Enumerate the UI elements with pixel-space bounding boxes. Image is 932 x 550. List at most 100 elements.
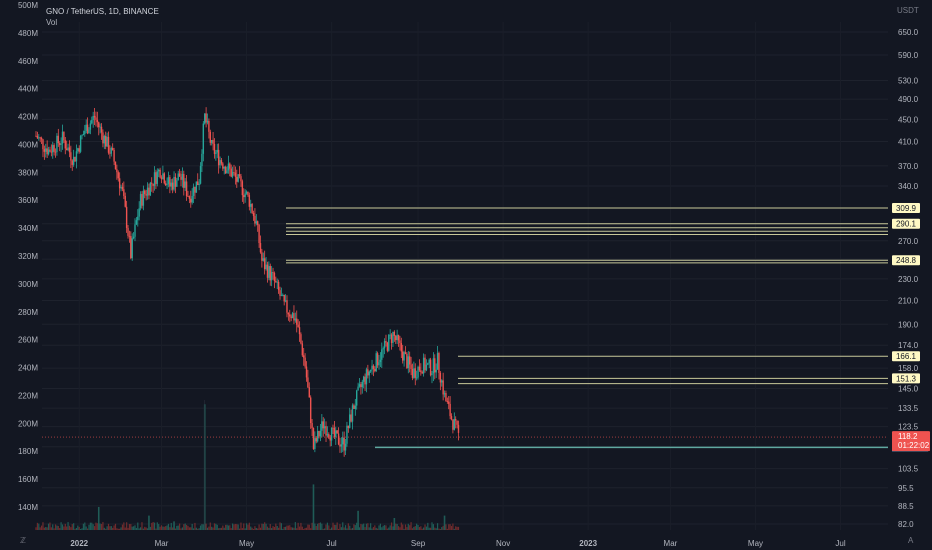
volume-bar [396,523,398,530]
candle-body [315,438,317,442]
candle-body [383,341,386,349]
time-tick-label: Nov [496,539,510,548]
candle-body [286,300,288,313]
candle-body [65,148,68,151]
candle-body [194,186,196,193]
volume-tick-label: 380M [18,168,38,177]
candle-body [304,357,306,367]
candle-body [354,405,357,409]
candle-body [227,163,230,171]
volume-bar [68,525,71,530]
candle-body [166,184,168,186]
volume-bar [52,524,54,530]
volume-indicator-label[interactable]: Vol [46,18,58,27]
volume-bar [208,526,210,530]
candle-body [141,194,143,206]
symbol-title[interactable]: GNO / TetherUS, 1D, BINANCE [46,7,159,16]
candle-body [59,143,61,145]
volume-bar [314,523,316,530]
volume-bar [176,525,178,530]
candle-body [255,221,258,224]
candle-body [185,181,188,197]
volume-bar [80,528,82,530]
volume-tick-label: 400M [18,140,38,149]
candle-body [446,401,449,402]
candle-body [192,186,195,196]
volume-bar [192,528,195,530]
volume-bar [160,525,163,530]
z-icon[interactable]: ℤ [20,536,26,545]
candle-body [450,416,453,420]
price-tick-label: 190.0 [898,320,919,329]
volume-bar [36,522,38,530]
volume-bar [103,527,105,530]
volume-bar [375,527,377,530]
volume-bar [372,527,375,530]
volume-bar [361,524,363,530]
candle-body [269,266,271,281]
time-tick-label: Sep [411,539,426,548]
price-tick-label: 123.5 [898,423,919,432]
candle-body [261,252,263,261]
volume-bar [442,525,444,530]
candle-body [98,122,100,128]
candle-body [441,380,443,383]
volume-bar [332,522,334,530]
candle-body [93,115,96,118]
volume-spike-bar [148,515,150,530]
candle-body [448,401,450,404]
volume-bar [120,527,122,530]
volume-bar [400,522,402,530]
volume-bar [311,522,313,530]
candle-body [195,181,198,193]
candle-body [266,264,269,278]
candle-body [326,434,329,436]
volume-bar [121,524,124,530]
volume-bar [174,528,177,530]
volume-bar [368,527,370,530]
candle-body [296,318,298,325]
volume-bar [99,523,101,530]
volume-bar [195,527,197,530]
volume-bar [388,527,390,530]
volume-bar [287,525,289,530]
candle-body [280,295,283,297]
candle-body [204,113,206,124]
volume-bar [236,524,238,530]
candle-body [277,281,280,291]
time-tick-label: 2022 [70,539,88,548]
volume-bar [117,528,119,530]
candle-body [351,405,354,422]
volume-bar [84,522,86,530]
candle-body [343,437,345,451]
volume-bar [413,526,415,530]
candle-body [293,313,295,321]
candle-body [169,177,171,187]
candle-body [330,427,333,441]
candle-body [250,204,252,207]
candle-body [424,357,426,371]
candle-body [349,414,351,428]
volume-bar [159,526,161,530]
volume-bar [219,527,221,530]
volume-bar [390,522,393,530]
volume-bar [88,524,90,530]
candle-body [233,172,235,173]
candle-body [209,131,211,143]
auto-scale-button[interactable]: A [908,536,914,545]
volume-bar [445,524,447,530]
volume-bar [234,523,236,530]
volume-bar [61,524,64,530]
volume-bar [39,527,41,530]
volume-bar [381,527,383,530]
level-tag [892,373,920,384]
candle-body [294,318,297,321]
candle-body [237,174,239,182]
candle-body [454,419,457,421]
candle-body [67,147,69,151]
candle-body [309,397,312,424]
volume-bar [402,524,404,530]
volume-bar [145,527,147,530]
volume-bar [254,526,256,530]
